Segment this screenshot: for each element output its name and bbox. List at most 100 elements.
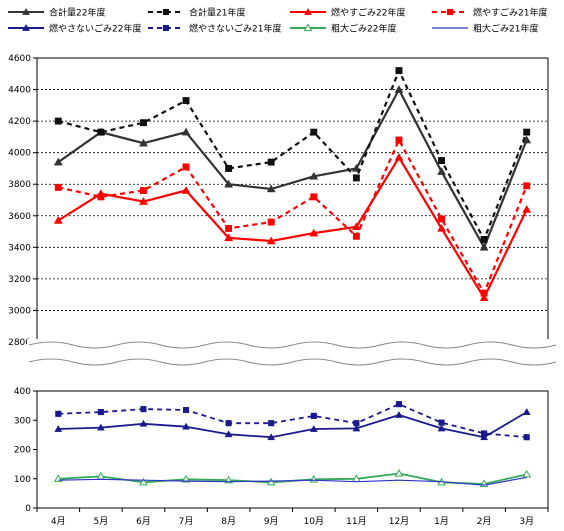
data-point [139,197,148,205]
data-point [225,420,232,427]
legend-label: 燃やさないごみ21年度 [189,23,281,35]
data-point [480,235,488,243]
data-point [394,85,404,93]
data-point [523,128,531,136]
legend-item: 粗大ごみ21年度 [432,23,538,35]
x-tick-label: 3月 [519,516,534,527]
series [54,67,531,243]
data-point [181,186,191,194]
legend: 合計量22年度 合計量21年度 燃やすごみ22年度 燃やすごみ21年度燃やさないごみ2… [8,7,547,35]
data-point [481,430,488,437]
y-tick-label: 0 [25,504,31,514]
data-point [309,228,319,237]
legend-label: 合計量21年度 [189,7,245,19]
y-tick-label: 3200 [8,275,31,285]
break-line [28,358,557,366]
y-tick-label: 2800 [8,338,31,348]
data-point [437,223,446,232]
data-point [268,420,275,427]
data-point [395,401,403,408]
legend-label: 燃やすごみ21年度 [473,7,547,19]
series [54,408,531,441]
legend-label: 合計量22年度 [49,7,105,19]
series-line [58,411,528,439]
y-tick-label: 3000 [8,306,31,316]
data-point [479,242,489,251]
y-tick-label: 4000 [8,149,31,159]
data-point [522,408,531,415]
x-tick-label: 6月 [136,516,151,527]
legend-item: 合計量22年度 [8,7,105,19]
legend-item: 粗大ごみ22年度 [290,23,396,35]
data-point [54,183,62,191]
series [53,152,532,302]
data-point [181,474,191,483]
series [54,136,531,297]
x-axis: 4月 5月 6月 7月 8月 9月 10月 11月 12月 1月 2月 3月 [36,508,549,527]
data-point [225,164,233,172]
data-point [266,184,276,193]
data-point [352,232,360,240]
data-point [54,117,62,125]
legend-item: 燃やさないごみ22年度 [8,23,141,35]
data-point [162,8,170,16]
data-point [266,236,276,245]
x-tick-label: 11月 [346,516,366,527]
data-point [523,434,530,441]
y-tick-label: 400 [14,387,31,397]
data-point [395,136,403,144]
series [53,85,532,251]
break-line [28,341,557,349]
y-tick-label: 100 [14,475,31,485]
data-point [267,433,276,441]
data-point [394,152,404,161]
x-tick-label: 10月 [304,516,324,527]
x-tick-label: 9月 [264,516,279,527]
data-point [395,410,403,418]
data-point [304,7,312,15]
data-point [310,128,318,136]
data-point [309,171,319,180]
data-point [438,419,445,426]
legend-item: 燃やすごみ21年度 [432,7,547,19]
upper-plot-area: 2800 3000 3200 3400 3600 3800 4000 4200 4400 4600 [8,54,549,348]
lower-plot-area: 0 100 200 300 400 [14,387,549,514]
data-point [140,187,147,194]
y-tick-label: 4400 [8,86,31,96]
data-point [522,204,532,213]
x-tick-label: 12月 [389,516,409,527]
data-point [97,128,105,136]
legend-label: 粗大ごみ22年度 [331,23,396,35]
x-tick-label: 1月 [434,516,449,527]
data-point [97,409,104,416]
legend-item: 燃やさないごみ21年度 [148,23,281,35]
data-point [437,167,446,175]
data-point [303,23,313,32]
legend-item: 合計量21年度 [148,7,245,19]
data-point [267,218,275,226]
data-point [480,433,489,441]
x-tick-label: 5月 [94,516,109,527]
data-point [182,422,190,430]
data-point [182,97,190,105]
data-point [480,289,488,297]
data-point [266,477,276,486]
y-tick-label: 4200 [8,117,31,127]
data-point [394,468,404,477]
data-point [353,420,360,427]
data-point [55,410,62,417]
series-line [58,69,528,241]
y-tick-label: 4600 [8,54,31,64]
x-tick-label: 4月 [51,516,66,527]
data-point [522,469,532,478]
data-point [97,193,105,201]
data-point [224,233,234,242]
series-line [58,138,528,295]
data-point [182,163,190,171]
legend-label: 燃やさないごみ22年度 [49,23,141,35]
series [58,476,527,486]
data-point [438,215,445,223]
series [53,468,532,488]
y-tick-label: 200 [14,446,31,456]
y-tick-label: 3800 [8,180,31,190]
